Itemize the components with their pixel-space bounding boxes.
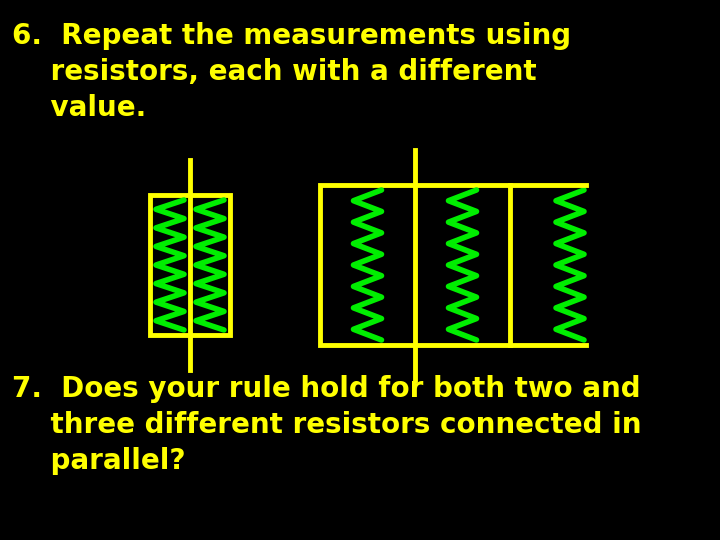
Text: resistors, each with a different: resistors, each with a different [12,58,536,86]
Text: value.: value. [12,94,146,122]
Text: three different resistors connected in: three different resistors connected in [12,411,642,439]
Text: 6.  Repeat the measurements using: 6. Repeat the measurements using [12,22,571,50]
Text: parallel?: parallel? [12,447,186,475]
Text: 7.  Does your rule hold for both two and: 7. Does your rule hold for both two and [12,375,641,403]
